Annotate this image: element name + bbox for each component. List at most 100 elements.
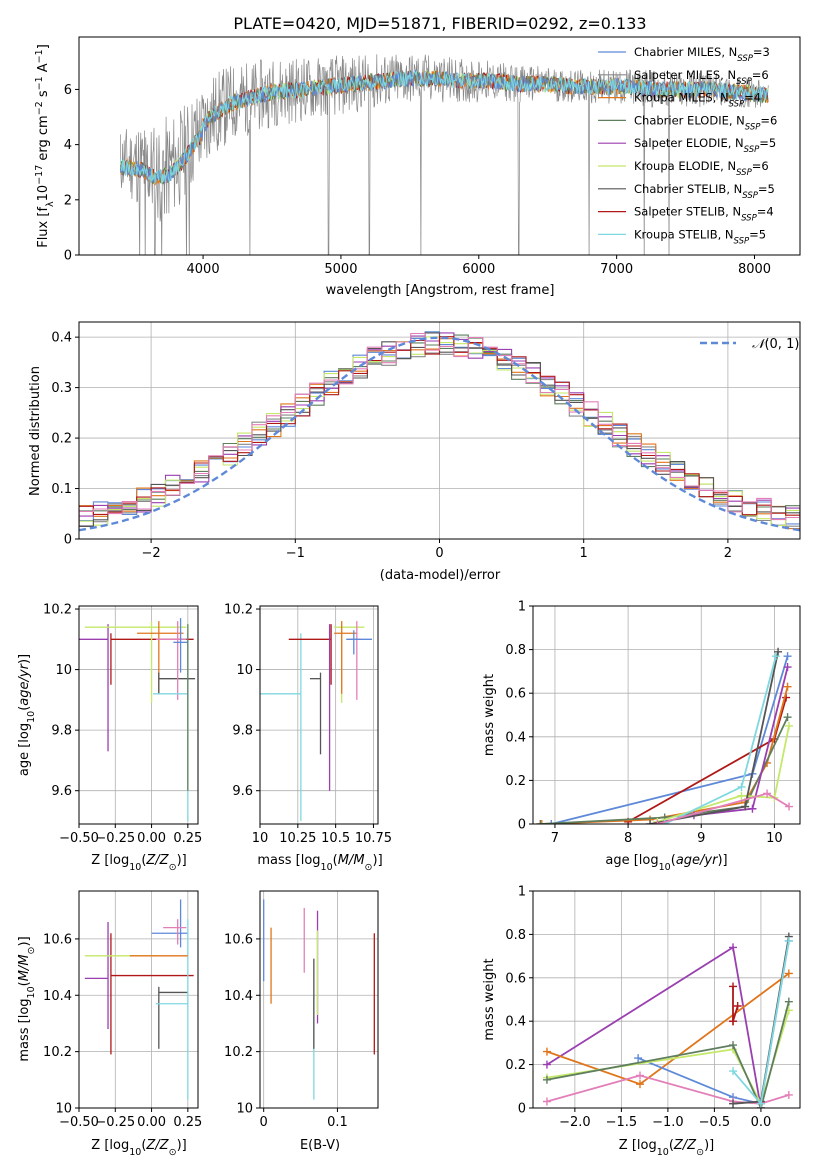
weight-point-marker (547, 820, 556, 824)
y-tick-label: 0.2 (505, 1058, 526, 1073)
y-tick-label: 0.1 (51, 482, 72, 497)
weight-point-marker (634, 1054, 643, 1063)
weight-point-marker (729, 1041, 738, 1050)
x-tick-label: −0.50 (59, 1115, 99, 1130)
legend-entry: Kroupa STELIB, NSSP=5 (634, 227, 766, 246)
weight-point-marker (733, 1002, 742, 1011)
weight-point-marker (784, 1090, 793, 1099)
x-tick-label: 5000 (324, 262, 357, 277)
data-layer (119, 54, 769, 255)
legend-entry: 𝒩(0, 1) (752, 337, 799, 352)
panel-mass-weight-vs-age: 7 8 9 10 0 0.2 0.4 0.6 0.8 1 age [log10(age/yr)] ma… (482, 600, 801, 873)
weight-point-marker (542, 1075, 551, 1084)
panel-spectrum: 4000 5000 6000 7000 8000 0 2 4 6 wavelength [Angs… (34, 36, 801, 298)
data-layer (84, 899, 194, 1100)
weight-point-marker (784, 969, 793, 978)
weight-point-marker (737, 782, 746, 791)
weight-point-marker (763, 789, 772, 798)
weight-point-marker (741, 802, 750, 811)
x-axis-label: Z [log10(Z/Z⊙)] (91, 1138, 186, 1158)
weight-point-marker (784, 997, 793, 1006)
weight-point-marker (785, 802, 794, 811)
y-tick-label: 0.4 (505, 1015, 526, 1030)
data-layer (79, 331, 800, 532)
data-layer (79, 618, 196, 821)
x-tick-label: 0 (435, 546, 443, 561)
y-tick-label: 0.2 (505, 774, 526, 789)
x-axis-label: (data-model)/error (380, 568, 501, 583)
weight-point-marker (729, 1067, 738, 1076)
x-tick-label: 7 (551, 831, 559, 846)
x-tick-label: 10.75 (355, 831, 392, 846)
y-tick-label: 0.6 (505, 971, 526, 986)
gaussian-reference-curve (79, 336, 800, 532)
weight-point-marker (537, 820, 546, 824)
y-tick-label: 1 (518, 600, 526, 615)
x-tick-label: 0.00 (137, 831, 166, 846)
x-tick-label: 2 (724, 546, 732, 561)
axes-frame (78, 890, 199, 1109)
y-tick-label: 9.6 (232, 784, 253, 799)
weight-point-marker (774, 647, 783, 656)
weight-point-marker (756, 1099, 765, 1108)
x-tick-label: 10.5 (321, 831, 350, 846)
y-axis-label: age [log10(age/yr)] (17, 654, 37, 776)
data-layer (542, 932, 793, 1108)
panel-mass-vs-EBV: 0 0.1 10 10.2 10.4 10.6 E(B-V) (224, 890, 379, 1153)
y-tick-label: 0 (518, 1102, 526, 1117)
y-tick-label: 10 (236, 663, 253, 678)
x-tick-label: 10 (252, 831, 269, 846)
weight-point-marker (771, 652, 780, 661)
y-axis-label: mass [log10(M/M⊙)] (17, 936, 37, 1061)
legend-entry: Kroupa MILES, NSSP=4 (634, 91, 761, 110)
y-tick-label: 0.2 (51, 432, 72, 447)
legend-entry: Salpeter STELIB, NSSP=4 (634, 205, 774, 224)
x-tick-label: 8 (624, 831, 632, 846)
x-tick-label: 6000 (462, 262, 495, 277)
y-tick-label: 10.2 (43, 603, 72, 618)
y-tick-label: 10.4 (43, 989, 72, 1004)
legend-entry: Kroupa ELODIE, NSSP=6 (634, 159, 769, 178)
y-tick-label: 10 (55, 663, 72, 678)
data-layer (263, 899, 375, 1100)
x-tick-label: 4000 (187, 262, 220, 277)
y-tick-label: 10 (55, 1102, 72, 1117)
x-tick-label: −0.5 (699, 1115, 731, 1130)
y-tick-label: 0 (64, 533, 72, 548)
y-tick-label: 9.8 (51, 724, 72, 739)
y-tick-label: 9.8 (232, 724, 253, 739)
x-tick-label: 0.1 (327, 1115, 348, 1130)
x-tick-label: −1.0 (652, 1115, 684, 1130)
weight-point-marker (542, 1060, 551, 1069)
weight-series-line (732, 986, 739, 1022)
weight-series-line (637, 940, 790, 1105)
weight-point-marker (542, 1097, 551, 1106)
x-axis-label: Z [log10(Z/Z⊙)] (91, 853, 186, 873)
x-axis-label: mass [log10(M/M⊙)] (257, 853, 382, 873)
weight-point-marker (729, 982, 738, 991)
y-tick-label: 0.6 (505, 687, 526, 702)
axes-frame (78, 36, 801, 256)
y-tick-label: 10.2 (224, 603, 253, 618)
legend-entry: Chabrier ELODIE, NSSP=6 (634, 113, 777, 132)
legend-entry: Chabrier MILES, NSSP=3 (634, 45, 770, 64)
legend-entry: Salpeter ELODIE, NSSP=5 (634, 136, 776, 155)
figure-title: PLATE=0420, MJD=51871, FIBERID=0292, z=0… (233, 14, 646, 33)
y-tick-label: 0 (64, 249, 72, 264)
y-axis-label: mass weight (482, 958, 497, 1040)
weight-point-marker (653, 820, 662, 824)
weight-point-marker (783, 682, 792, 691)
y-tick-label: 10.2 (43, 1045, 72, 1060)
y-tick-label: 10 (236, 1102, 253, 1117)
x-axis-label: wavelength [Angstrom, rest frame] (326, 283, 555, 298)
y-tick-label: 2 (64, 193, 72, 208)
x-tick-label: 0.25 (173, 831, 202, 846)
weight-point-marker (536, 820, 545, 824)
y-tick-label: 10.4 (224, 989, 253, 1004)
y-tick-label: 0.4 (505, 730, 526, 745)
axes-frame (532, 605, 801, 825)
axes-frame (259, 605, 379, 825)
y-tick-label: 9.6 (51, 784, 72, 799)
weight-point-marker (785, 721, 794, 730)
